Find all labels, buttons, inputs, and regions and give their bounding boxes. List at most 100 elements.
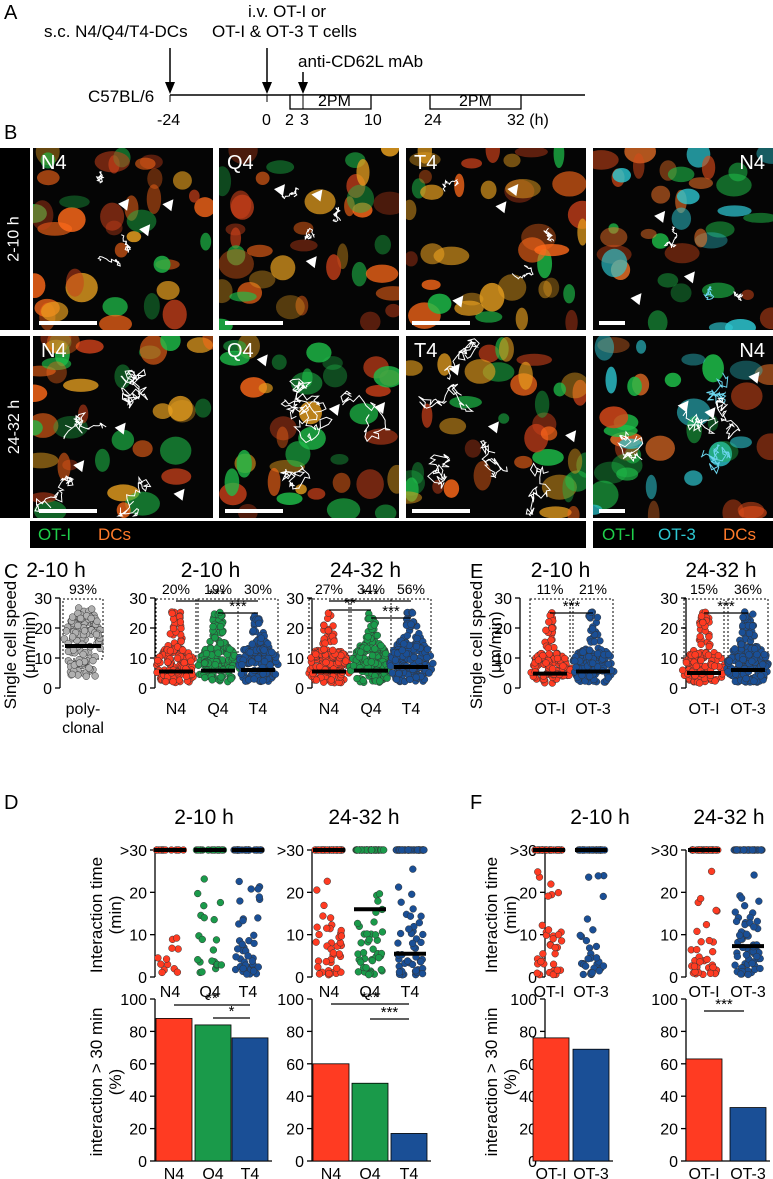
panel-letter-f: F [470,792,483,814]
data-point-interaction [374,897,382,905]
data-point-interaction [697,938,705,946]
data-point-interaction [173,968,182,976]
chart-title: 2-10 h [531,559,591,582]
cell-blob [344,196,355,217]
data-point-interaction [412,967,420,975]
y-tick-label: 20 [129,885,147,902]
bar [155,1018,193,1162]
cell-blob [716,173,752,197]
cell-blob [406,360,423,376]
data-point-speed [386,662,395,670]
cell-track [617,430,644,462]
bar-y-axis-label: interaction > 30 min [482,1008,501,1157]
microscopy-tile: T4 [406,148,586,330]
data-point-speed [604,650,613,659]
x-category-label: N4 [319,701,340,718]
data-point-speed [202,649,211,658]
cell-blob [421,403,433,428]
cell-blob [627,376,642,397]
data-point-interaction [533,969,541,977]
data-point-interaction [417,958,425,966]
data-point-interaction [369,945,377,953]
y-tick-label: 30 [494,591,512,608]
cell-blob [539,506,572,518]
y-tick-label: >30 [277,843,304,860]
cell-track [97,255,121,267]
data-point-interaction [417,912,425,920]
data-point-speed [254,654,262,663]
data-point-speed [423,653,431,662]
tile-label: Q4 [227,340,254,362]
x-category-label: T4 [402,701,421,718]
threshold-box [237,598,279,659]
cell-blob [99,314,133,330]
cell-blob [46,336,80,355]
data-point-speed [164,658,172,666]
cell-blob [295,484,307,495]
x-category-label: N4 [321,1166,342,1179]
data-point-interaction [755,897,763,905]
cell-blob [95,448,110,472]
cell-blob [143,292,160,320]
microscopy-image [219,336,399,518]
cell-blob [406,491,423,504]
tile-label: N4 [41,152,67,174]
data-point-interaction [741,902,749,910]
chart-title: 2-10 h [174,806,234,829]
data-point-interaction [740,846,748,854]
data-point-interaction [538,921,546,929]
data-point-speed [697,640,705,649]
x-category-label: OT-3 [573,984,609,1001]
data-point-speed [587,608,595,617]
y-tick-label: >30 [120,843,147,860]
cell-blob [651,185,671,204]
data-point-interaction [731,961,739,969]
cell-blob [223,339,247,353]
x-category-label: poly- [66,701,101,718]
arrowhead-marker [73,460,85,473]
data-point-speed [368,651,377,660]
data-point-speed [699,618,707,627]
cell-blob [160,336,181,351]
data-point-speed [162,678,170,686]
cell-blob [553,382,566,397]
percent-label: 56% [397,581,425,597]
arrowhead-marker [448,363,460,376]
data-point-interaction [162,955,171,963]
data-point-speed [704,651,713,659]
data-point-interaction [731,908,739,916]
cell-blob [46,361,67,384]
data-point-interaction [249,967,258,975]
tile-label: N4 [739,152,765,174]
data-point-interaction [589,926,597,934]
microscopy-tile: Q4 [219,148,399,330]
bar [685,1058,723,1162]
cell-blob [326,254,342,281]
data-point-speed [216,639,225,647]
data-point-speed [548,624,556,632]
data-point-speed [697,612,706,620]
data-point-speed [200,659,209,667]
cell-blob [374,234,392,255]
cell-blob [271,354,287,370]
data-point-speed [259,677,267,685]
y-tick-label: 10 [34,651,52,668]
data-point-speed [585,646,594,654]
data-point-interaction [398,846,406,854]
data-point-speed [593,650,602,658]
cell-blob [514,148,548,158]
cell-blob [478,344,500,363]
cell-blob [443,479,460,498]
data-point-speed [364,633,372,641]
bar [231,1037,269,1162]
data-point-polyclonal [79,650,87,658]
cell-blob [153,255,171,273]
data-point-interaction [329,949,337,957]
y-axis-label: Interaction time [482,857,501,973]
cell-blob [485,148,500,163]
x-category-label: OT-3 [573,1166,609,1179]
y-tick-label: 20 [286,621,304,638]
y-tick-label: 40 [286,1089,304,1106]
data-point-speed [757,672,765,680]
cell-blob [565,470,586,492]
